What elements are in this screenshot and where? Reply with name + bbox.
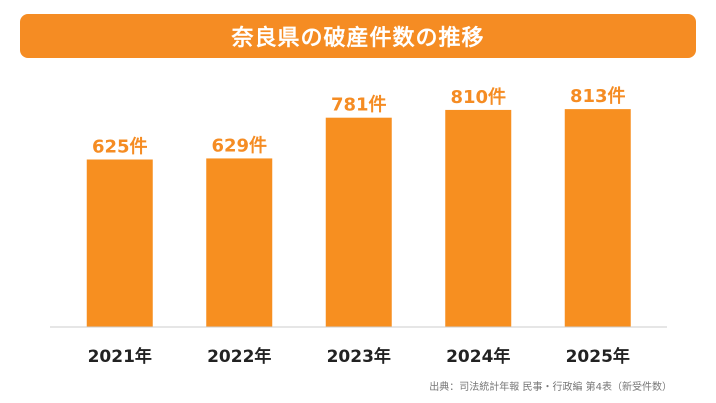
chart-title-bar: 奈良県の破産件数の推移 [20, 14, 696, 58]
data-label: 810件 [450, 86, 506, 108]
bar-2024年 [445, 109, 512, 327]
chart-title: 奈良県の破産件数の推移 [231, 26, 485, 51]
bar-2021年 [86, 159, 153, 327]
x-tick-label: 2025年 [566, 346, 630, 367]
x-tick-label: 2023年 [327, 346, 391, 367]
bar-2025年 [564, 109, 631, 327]
bar-2023年 [325, 117, 392, 327]
x-tick-label: 2021年 [88, 346, 152, 367]
data-label: 625件 [92, 136, 148, 158]
data-label: 781件 [331, 94, 387, 116]
bar-2022年 [206, 158, 273, 327]
source-note: 出典：司法統計年報 民事・行政編 第4表（新受件数） [429, 382, 672, 393]
x-tick-label: 2022年 [207, 346, 271, 367]
x-tick-label: 2024年 [446, 346, 510, 367]
data-label: 813件 [570, 85, 626, 107]
data-label: 629件 [211, 134, 267, 156]
